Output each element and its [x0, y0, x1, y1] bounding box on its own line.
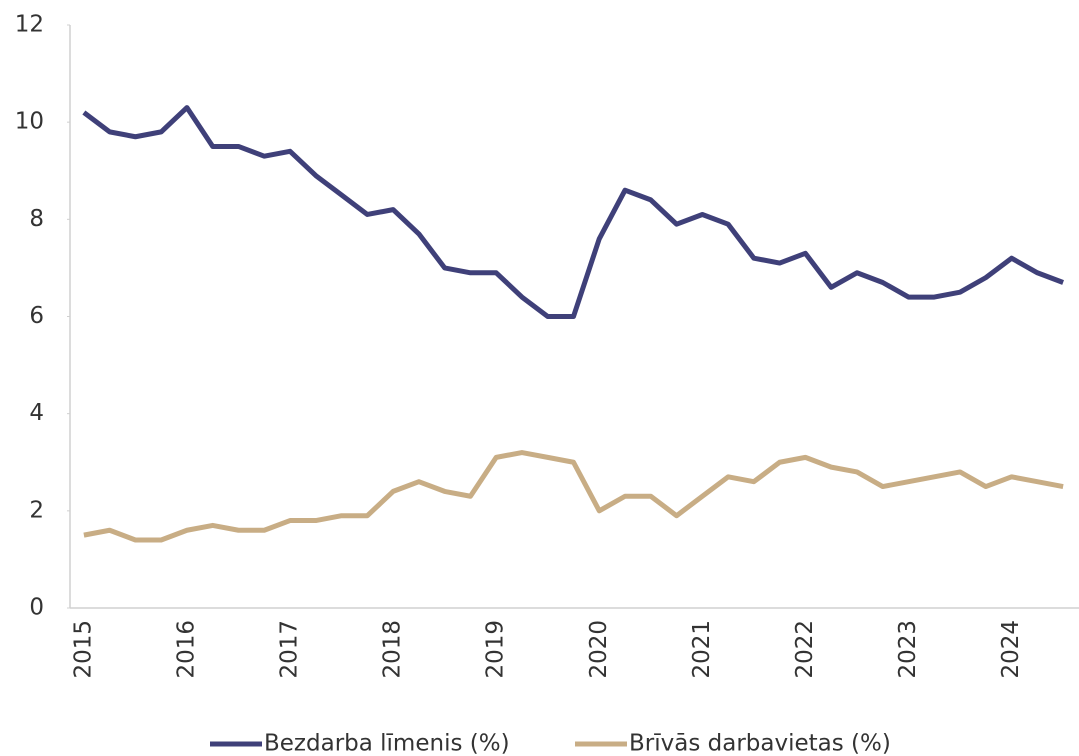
legend-label: Bezdarba līmenis (%) — [264, 731, 510, 756]
x-tick-label: 2021 — [689, 620, 715, 679]
legend-label: Brīvās darbavietas (%) — [629, 731, 891, 756]
series-line — [82, 105, 1065, 319]
y-tick-label: 10 — [15, 109, 44, 135]
x-tick-label: 2024 — [998, 620, 1024, 679]
y-tick-label: 12 — [15, 12, 44, 38]
x-tick-label: 2016 — [173, 620, 199, 679]
y-tick-label: 0 — [29, 595, 44, 621]
y-tick-label: 8 — [29, 206, 44, 232]
x-tick-label: 2020 — [586, 620, 612, 679]
x-tick-label: 2019 — [483, 620, 509, 679]
x-tick-label: 2022 — [792, 620, 818, 679]
x-tick-label: 2017 — [277, 620, 303, 679]
x-tick-label: 2018 — [380, 620, 406, 679]
series-line — [83, 450, 1064, 543]
y-tick-label: 4 — [29, 400, 44, 426]
x-tick-label: 2023 — [895, 620, 921, 679]
y-tick-label: 2 — [29, 497, 44, 523]
x-tick-label: 2015 — [70, 620, 96, 679]
y-tick-label: 6 — [29, 303, 44, 329]
